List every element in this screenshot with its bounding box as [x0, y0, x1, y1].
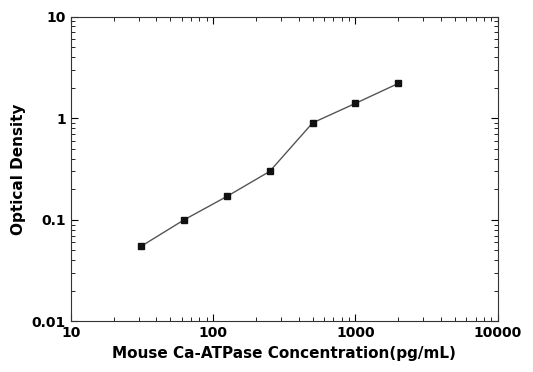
Y-axis label: Optical Density: Optical Density [11, 103, 26, 235]
X-axis label: Mouse Ca-ATPase Concentration(pg/mL): Mouse Ca-ATPase Concentration(pg/mL) [112, 346, 456, 361]
